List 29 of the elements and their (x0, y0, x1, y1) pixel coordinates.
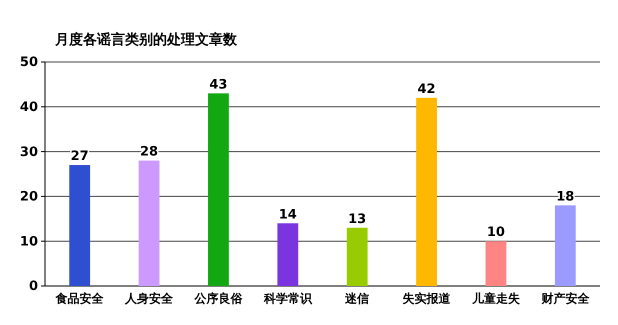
bar (416, 98, 437, 286)
bar (69, 165, 90, 286)
chart-title: 月度各谣言类别的处理文章数 (54, 31, 238, 48)
x-tick-label: 迷信 (344, 292, 370, 306)
y-tick-label: 20 (20, 190, 38, 205)
data-label: 10 (486, 225, 505, 240)
y-tick-label: 10 (20, 234, 38, 250)
data-label: 42 (418, 82, 436, 97)
x-tick-label: 人身安全 (124, 292, 174, 306)
bar (346, 228, 368, 286)
x-tick-label: 食品安全 (54, 292, 105, 306)
bar (486, 241, 506, 286)
y-tick-label: 40 (20, 100, 38, 115)
bar (208, 93, 229, 286)
bar (554, 205, 576, 286)
bar (277, 223, 298, 286)
y-tick-label: 30 (20, 144, 38, 160)
data-label: 43 (209, 77, 228, 92)
x-tick-label: 科学常识 (262, 292, 313, 306)
x-tick-label: 公序良俗 (193, 292, 244, 306)
data-label: 27 (70, 149, 89, 164)
y-tick-label: 0 (28, 279, 38, 294)
data-label: 14 (278, 207, 297, 222)
x-tick-label: 失实报道 (402, 292, 452, 306)
data-label: 13 (348, 212, 366, 227)
bar (138, 160, 160, 286)
x-tick-label: 财产安全 (540, 292, 590, 306)
x-tick-label: 儿童走失 (470, 292, 521, 306)
y-tick-label: 50 (20, 55, 38, 70)
